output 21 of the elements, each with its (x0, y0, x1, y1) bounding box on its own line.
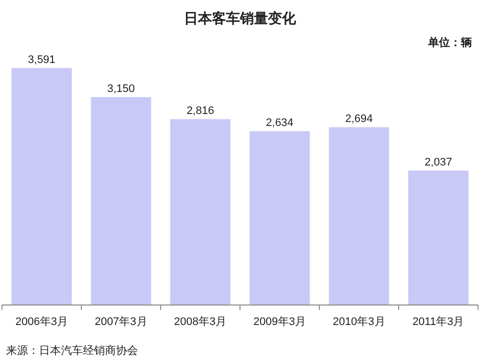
bar (12, 68, 72, 305)
x-tick-label: 2010年3月 (332, 316, 386, 328)
data-label: 2,816 (186, 105, 214, 118)
x-tick-label: 2007年3月 (94, 316, 148, 328)
chart-title: 日本客车销量变化 (184, 10, 297, 26)
data-label: 2,694 (345, 113, 373, 126)
text: 单位：辆 (427, 36, 472, 49)
data-label: 2,634 (266, 117, 294, 130)
data-label: 3,150 (107, 83, 135, 96)
bar (250, 131, 310, 305)
x-tick-label: 2006年3月 (15, 316, 68, 328)
x-tick-label: 2009年3月 (253, 316, 306, 328)
bar (170, 119, 230, 305)
x-tick-label: 2008年3月 (174, 316, 227, 328)
data-label: 3,591 (28, 54, 56, 66)
bar (90, 97, 152, 305)
source-note: 来源：日本汽车经销商协会 (6, 344, 138, 357)
data-label: 2,037 (424, 156, 452, 169)
bar (408, 170, 468, 305)
x-tick-label: 2011年3月 (412, 316, 464, 328)
bar (328, 127, 390, 305)
